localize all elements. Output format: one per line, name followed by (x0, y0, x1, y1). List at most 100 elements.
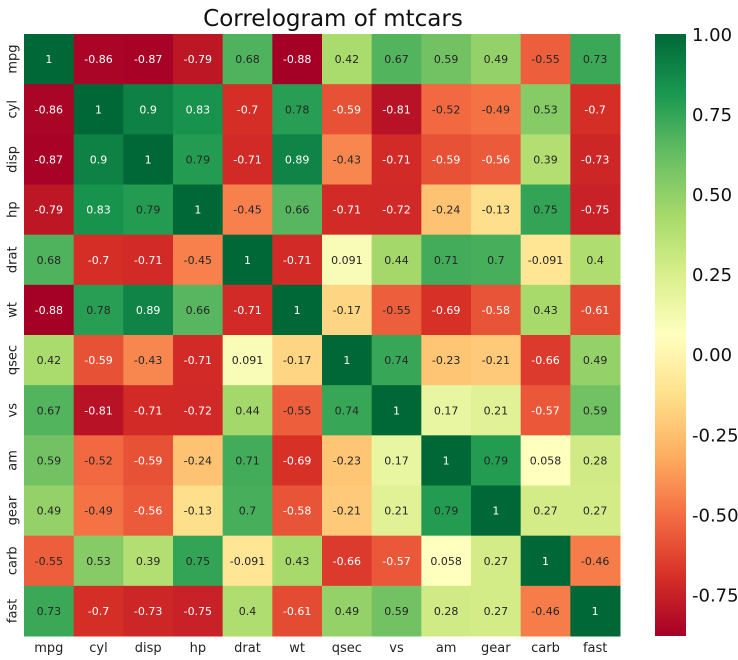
cell-value-label: 0.44 (235, 404, 260, 417)
cell-value-label: 1 (294, 304, 301, 317)
heatmap-cell (471, 435, 522, 486)
heatmap-cell (24, 234, 75, 286)
cell-value-label: -0.57 (531, 404, 559, 417)
heatmap-cell (272, 84, 323, 135)
cell-value-label: -0.7 (237, 103, 258, 116)
heatmap-cell (371, 234, 422, 286)
heatmap-cell (73, 34, 124, 85)
heatmap-cell (272, 134, 323, 185)
cell-value-label: 0.27 (583, 505, 608, 518)
cell-value-label: 0.79 (434, 505, 459, 518)
cell-value-label: 0.66 (186, 304, 211, 317)
heatmap-cell (272, 585, 323, 637)
cell-value-label: 0.27 (484, 555, 509, 568)
cell-value-label: -0.55 (531, 53, 559, 66)
cell-value-label: 0.21 (384, 505, 409, 518)
heatmap-cell (24, 184, 75, 236)
heatmap-cell (173, 134, 224, 185)
heatmap-cell (520, 284, 571, 336)
cell-value-label: -0.61 (283, 605, 311, 618)
heatmap-cell (173, 535, 224, 587)
heatmap-cell (421, 184, 472, 236)
cell-value-label: 0.79 (484, 454, 509, 467)
heatmap-cell (570, 585, 621, 637)
colorbar-tick-label: 0.75 (692, 105, 732, 126)
heatmap-cell (421, 284, 472, 336)
heatmap-cell (222, 335, 273, 386)
heatmap-cells: 1 -0.86 -0.87 -0.79 0.68 -0.88 0.42 0.67 0.59 0.4… (24, 34, 621, 637)
cell-value-label: -0.71 (134, 404, 162, 417)
heatmap-cell (421, 234, 472, 286)
cell-value-label: 0.17 (384, 454, 409, 467)
heatmap-cell (471, 535, 522, 587)
cell-value-label: 0.75 (186, 555, 211, 568)
cell-value-label: 0.89 (285, 153, 310, 166)
cell-value-label: -0.69 (432, 304, 460, 317)
cell-value-label: -0.46 (531, 605, 559, 618)
heatmap-cell (123, 385, 174, 436)
cell-value-label: -0.59 (333, 103, 361, 116)
cell-value-label: -0.72 (382, 204, 410, 217)
heatmap-cell (123, 335, 174, 386)
heatmap-cell (272, 435, 323, 486)
x-tick-label: cyl (89, 641, 107, 656)
heatmap-cell (322, 585, 373, 637)
colorbar-tick-label: 0.00 (692, 345, 732, 366)
heatmap-cell (471, 84, 522, 135)
cell-value-label: 1 (194, 204, 201, 217)
heatmap-cell (471, 184, 522, 236)
heatmap-cell (371, 485, 422, 537)
cell-value-label: -0.59 (84, 354, 112, 367)
heatmap-cell (123, 34, 174, 85)
cell-value-label: 0.4 (586, 254, 604, 267)
heatmap-cell (222, 84, 273, 135)
cell-value-label: 1 (592, 605, 599, 618)
y-axis-tick-labels: mpg cyl disp hp drat wt qsec vs am gear carb fast (6, 44, 21, 623)
heatmap-cell (24, 284, 75, 336)
heatmap-cell (24, 134, 75, 185)
heatmap-cell (73, 234, 124, 286)
cell-value-label: -0.71 (134, 254, 162, 267)
heatmap-cell (272, 485, 323, 537)
heatmap-cell (421, 535, 472, 587)
cell-value-label: 0.058 (430, 555, 462, 568)
cell-value-label: 1 (393, 404, 400, 417)
cell-value-label: -0.58 (283, 505, 311, 518)
cell-value-label: 0.9 (139, 103, 157, 116)
heatmap-cell (421, 385, 472, 436)
heatmap-cell (570, 84, 621, 135)
heatmap-cell (123, 435, 174, 486)
cell-value-label: -0.88 (35, 304, 63, 317)
cell-value-label: 0.83 (186, 103, 211, 116)
heatmap-cell (520, 385, 571, 436)
cell-value-label: 0.42 (335, 53, 360, 66)
heatmap-cell (322, 134, 373, 185)
cell-value-label: -0.23 (432, 354, 460, 367)
heatmap-cell (371, 535, 422, 587)
y-tick-label: wt (6, 302, 21, 318)
heatmap-cell (570, 335, 621, 386)
y-tick-label: drat (6, 246, 21, 273)
cell-value-label: 1 (443, 454, 450, 467)
cell-value-label: -0.43 (134, 354, 162, 367)
y-tick-label: mpg (6, 44, 21, 73)
cell-value-label: 0.7 (239, 505, 257, 518)
cell-value-label: -0.55 (382, 304, 410, 317)
x-tick-label: mpg (34, 641, 63, 656)
cell-value-label: -0.49 (84, 505, 112, 518)
cell-value-label: 0.73 (37, 605, 62, 618)
cell-value-label: -0.71 (233, 153, 261, 166)
heatmap-cell (421, 585, 472, 637)
heatmap-cell (570, 385, 621, 436)
cell-value-label: 0.78 (86, 304, 111, 317)
cell-value-label: 1 (492, 505, 499, 518)
cell-value-label: -0.81 (84, 404, 112, 417)
heatmap-cell (570, 184, 621, 236)
cell-value-label: -0.091 (230, 555, 265, 568)
x-tick-label: am (436, 641, 457, 656)
heatmap-cell (222, 485, 273, 537)
y-tick-label: cyl (6, 100, 21, 118)
heatmap-cell (272, 34, 323, 85)
cell-value-label: -0.56 (134, 505, 162, 518)
